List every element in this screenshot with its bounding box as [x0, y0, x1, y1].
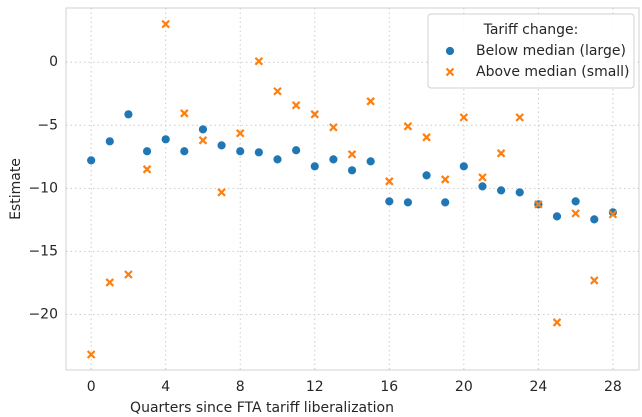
- marker-x: [534, 200, 543, 209]
- marker-x: [422, 133, 431, 142]
- y-tick-label: 0: [49, 54, 58, 70]
- legend-label: Above median (small): [476, 64, 630, 80]
- marker-dot: [291, 145, 302, 156]
- marker-dot: [458, 161, 469, 172]
- legend-title: Tariff change:: [483, 22, 579, 38]
- legend-marker: [445, 67, 455, 77]
- marker-x: [608, 210, 618, 219]
- legend-marker: [445, 46, 455, 56]
- marker-dot: [123, 109, 134, 120]
- marker-dot: [235, 146, 246, 157]
- marker-x: [198, 136, 208, 145]
- marker-x: [403, 122, 413, 131]
- legend-label: Below median (large): [476, 43, 626, 59]
- marker-dot: [142, 146, 152, 157]
- marker-x: [329, 123, 338, 132]
- marker-x: [385, 177, 394, 186]
- marker-dot: [198, 124, 208, 135]
- x-tick-label: 12: [306, 379, 324, 395]
- marker-dot: [477, 181, 488, 192]
- marker-dot: [608, 207, 618, 218]
- marker-x: [515, 113, 525, 122]
- marker-dot: [496, 185, 507, 196]
- marker-dot: [160, 134, 171, 145]
- marker-dot: [421, 170, 432, 181]
- y-tick-label: −5: [37, 117, 58, 133]
- marker-dot: [552, 211, 562, 222]
- marker-x: [552, 318, 562, 327]
- marker-x: [105, 278, 115, 287]
- marker-x: [180, 109, 189, 118]
- x-tick-label: 24: [529, 379, 547, 395]
- marker-x: [590, 276, 599, 285]
- x-tick-label: 8: [236, 379, 245, 395]
- marker-x: [310, 110, 320, 119]
- marker-x: [254, 56, 264, 66]
- x-tick-label: 20: [455, 379, 473, 395]
- marker-dot: [440, 197, 451, 208]
- legend: Tariff change: Below median (large) Above …: [427, 13, 635, 89]
- plot-frame: [65, 7, 640, 371]
- x-axis-label: Quarters since FTA tariff liberalization: [130, 400, 394, 416]
- x-tick-label: 28: [604, 379, 622, 395]
- legend-box: [427, 13, 635, 89]
- marker-x: [273, 86, 282, 96]
- x-tick-label: 16: [380, 379, 398, 395]
- marker-x: [571, 209, 580, 218]
- marker-dot: [216, 140, 227, 151]
- y-tick-label: −20: [28, 307, 58, 323]
- marker-dot: [179, 146, 190, 157]
- marker-x: [235, 128, 245, 138]
- x-tick-label: 4: [161, 379, 170, 395]
- marker-dot: [272, 154, 283, 165]
- marker-dot: [403, 197, 413, 208]
- y-axis-label: Estimate: [8, 158, 24, 220]
- marker-dot: [570, 196, 581, 207]
- marker-x: [86, 350, 96, 359]
- y-tick-label: −10: [28, 180, 58, 196]
- marker-x: [459, 113, 469, 122]
- marker-dot: [253, 147, 264, 158]
- marker-x: [124, 270, 133, 279]
- marker-x: [217, 188, 226, 197]
- marker-x: [161, 19, 170, 29]
- marker-dot: [347, 165, 357, 176]
- marker-dot: [328, 154, 339, 165]
- marker-dot: [309, 161, 320, 172]
- marker-dot: [86, 155, 97, 166]
- marker-dot: [589, 214, 600, 225]
- marker-x: [440, 175, 450, 184]
- marker-dot: [365, 156, 376, 167]
- marker-dot: [104, 136, 115, 147]
- marker-x: [142, 165, 152, 174]
- marker-x: [347, 150, 357, 159]
- x-tick-label: 0: [87, 379, 96, 395]
- marker-dot: [384, 196, 395, 207]
- marker-x: [366, 97, 375, 106]
- y-tick-label: −15: [28, 243, 58, 259]
- marker-dot: [514, 187, 525, 198]
- marker-x: [291, 100, 301, 110]
- marker-x: [478, 173, 487, 182]
- marker-x: [496, 149, 506, 158]
